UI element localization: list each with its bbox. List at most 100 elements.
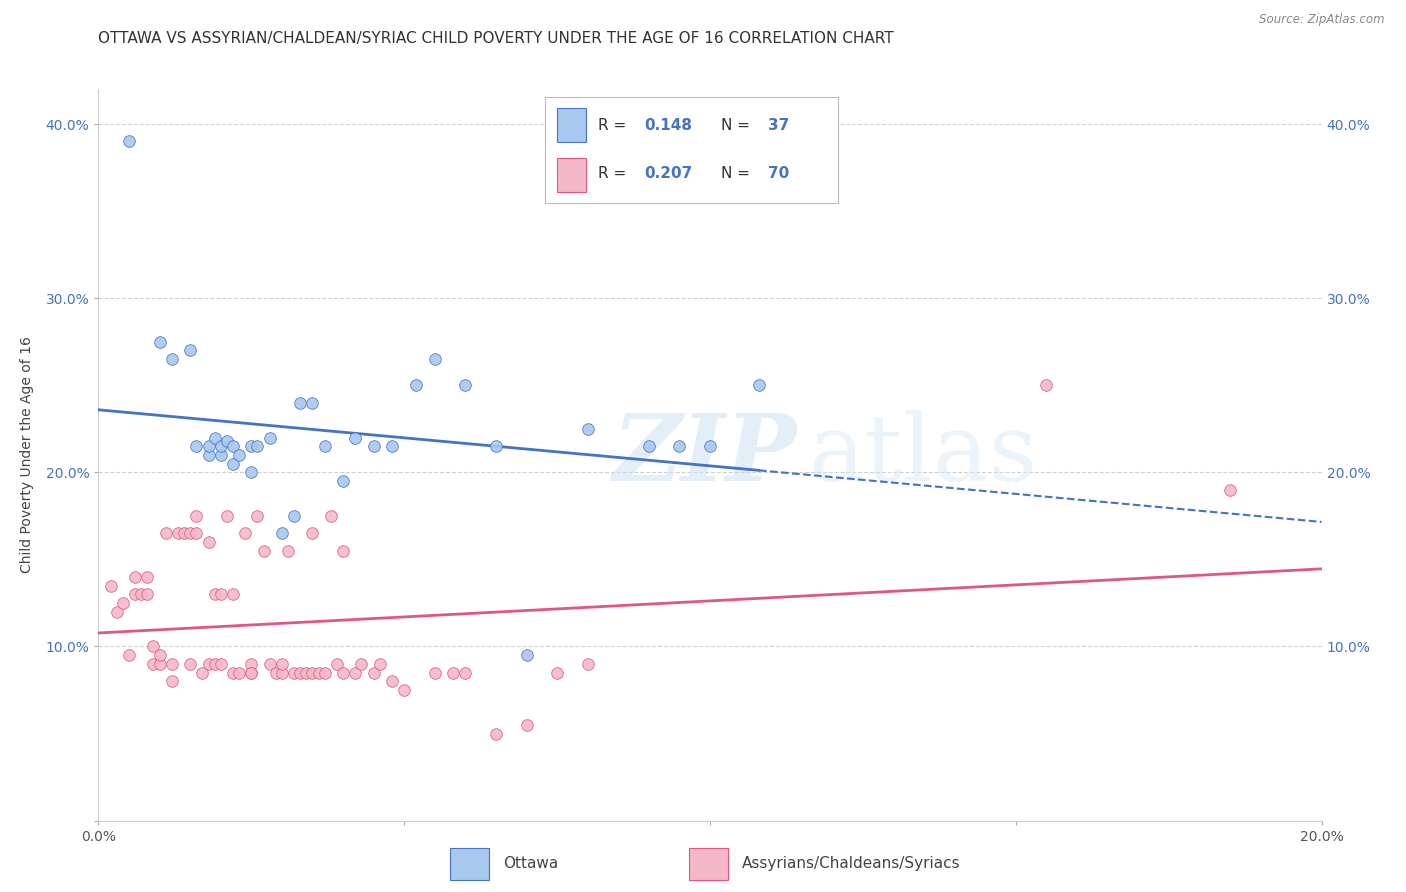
Point <box>344 665 367 680</box>
Point <box>215 508 238 523</box>
Point <box>290 665 312 680</box>
Point <box>204 430 226 444</box>
Point <box>209 439 232 453</box>
Point <box>222 439 245 453</box>
Point <box>301 395 323 409</box>
Point <box>191 665 214 680</box>
Point <box>160 657 183 671</box>
Point <box>332 474 354 488</box>
Point <box>270 665 292 680</box>
Point <box>314 439 336 453</box>
Point <box>252 543 274 558</box>
Point <box>160 352 183 367</box>
Point <box>124 570 146 584</box>
Point <box>149 334 172 349</box>
Point <box>118 135 141 149</box>
FancyBboxPatch shape <box>689 848 728 880</box>
Point <box>228 448 250 462</box>
Point <box>290 395 312 409</box>
Point <box>105 605 128 619</box>
Point <box>209 587 232 601</box>
Point <box>332 665 354 680</box>
Text: OTTAWA VS ASSYRIAN/CHALDEAN/SYRIAC CHILD POVERTY UNDER THE AGE OF 16 CORRELATION: OTTAWA VS ASSYRIAN/CHALDEAN/SYRIAC CHILD… <box>98 31 894 46</box>
Point <box>246 508 269 523</box>
Point <box>228 665 250 680</box>
Point <box>350 657 373 671</box>
Point <box>441 665 464 680</box>
Point <box>240 665 263 680</box>
Point <box>485 439 508 453</box>
Point <box>136 587 159 601</box>
Point <box>668 439 690 453</box>
Point <box>301 665 323 680</box>
Point <box>748 378 770 392</box>
Text: Assyrians/Chaldeans/Syriacs: Assyrians/Chaldeans/Syriacs <box>742 855 960 871</box>
Point <box>264 665 287 680</box>
Point <box>197 448 219 462</box>
Point <box>240 657 263 671</box>
Point <box>118 648 141 663</box>
Point <box>186 508 208 523</box>
FancyBboxPatch shape <box>450 848 489 880</box>
Point <box>100 578 122 592</box>
Point <box>319 508 342 523</box>
Point <box>240 439 263 453</box>
Point <box>142 657 165 671</box>
Point <box>129 587 152 601</box>
Point <box>392 683 416 698</box>
Point <box>186 439 208 453</box>
Point <box>516 648 538 663</box>
Point <box>197 535 219 549</box>
Point <box>516 718 538 732</box>
Point <box>149 657 172 671</box>
Point <box>222 457 245 471</box>
Point <box>314 665 336 680</box>
Point <box>179 343 201 358</box>
Point <box>454 378 477 392</box>
Point <box>149 648 172 663</box>
Point <box>381 674 404 689</box>
Point <box>576 422 599 436</box>
Point <box>142 640 165 654</box>
Point <box>423 665 446 680</box>
Point <box>197 657 219 671</box>
Point <box>240 665 263 680</box>
Point <box>186 526 208 541</box>
Point <box>485 726 508 740</box>
Point <box>270 657 292 671</box>
Point <box>405 378 427 392</box>
Text: Ottawa: Ottawa <box>503 855 558 871</box>
Point <box>381 439 404 453</box>
Point <box>204 587 226 601</box>
Point <box>344 430 367 444</box>
Point <box>222 665 245 680</box>
Point <box>124 587 146 601</box>
Point <box>368 657 391 671</box>
Point <box>326 657 349 671</box>
Text: ZIP: ZIP <box>612 410 796 500</box>
Point <box>576 657 599 671</box>
Point <box>204 657 226 671</box>
Point <box>295 665 318 680</box>
Point <box>454 665 477 680</box>
Point <box>155 526 177 541</box>
Point <box>270 526 292 541</box>
Point <box>301 526 323 541</box>
Point <box>197 439 219 453</box>
Point <box>637 439 661 453</box>
Point <box>111 596 134 610</box>
Point <box>699 439 721 453</box>
Text: Source: ZipAtlas.com: Source: ZipAtlas.com <box>1260 13 1385 27</box>
Point <box>136 570 159 584</box>
Text: atlas: atlas <box>808 410 1038 500</box>
Point <box>1219 483 1241 497</box>
Point <box>233 526 256 541</box>
Point <box>209 448 232 462</box>
Point <box>1035 378 1057 392</box>
Point <box>246 439 269 453</box>
Point <box>283 508 305 523</box>
Point <box>283 665 305 680</box>
Point <box>222 587 245 601</box>
Y-axis label: Child Poverty Under the Age of 16: Child Poverty Under the Age of 16 <box>21 336 34 574</box>
Point <box>363 665 385 680</box>
